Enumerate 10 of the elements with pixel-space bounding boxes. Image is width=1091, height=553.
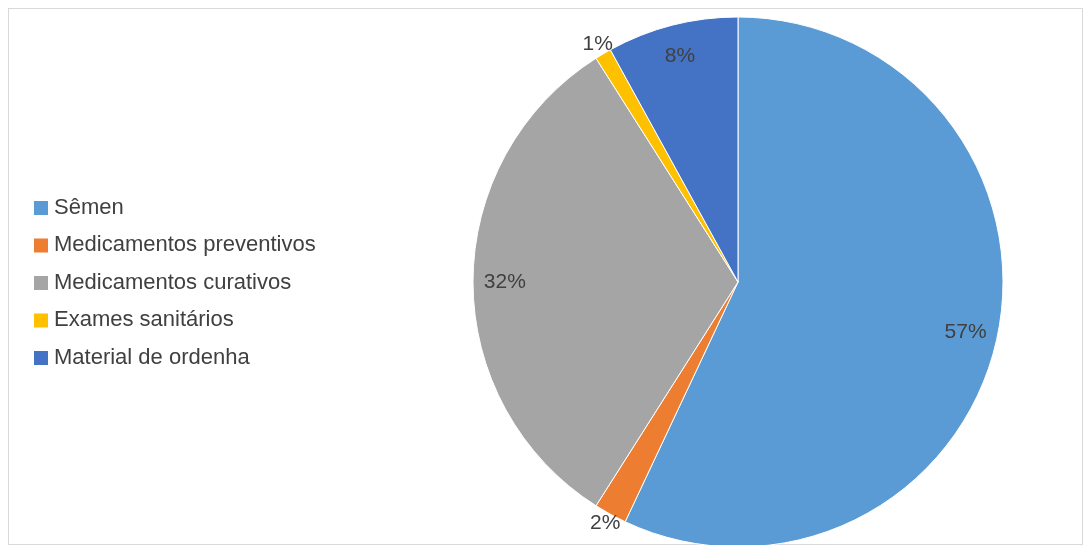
data-label: 32% <box>483 268 526 292</box>
legend-label: Material de ordenha <box>54 343 251 369</box>
legend-label: Medicamentos curativos <box>54 268 292 294</box>
data-label: 1% <box>582 31 613 55</box>
legend-label: Medicamentos preventivos <box>54 231 316 257</box>
data-label: 8% <box>664 42 696 66</box>
data-label: 57% <box>944 319 987 343</box>
data-label: 2% <box>590 510 621 534</box>
legend-label: Exames sanitários <box>54 306 234 332</box>
legend-label: Sêmen <box>54 193 124 219</box>
